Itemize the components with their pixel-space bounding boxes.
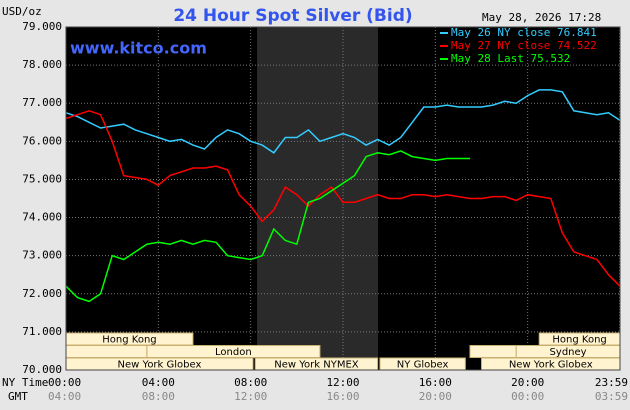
- y-tick-label: 74.000: [22, 211, 62, 224]
- watermark: www.kitco.com: [70, 39, 207, 58]
- y-tick-label: 70.000: [22, 363, 62, 376]
- x2-tick-label: 03:59: [595, 390, 628, 403]
- y-tick-label: 78.000: [22, 58, 62, 71]
- y-unit: USD/oz: [2, 5, 42, 18]
- session-label: NY Globex: [397, 360, 449, 371]
- x2-tick-label: 20:00: [419, 390, 452, 403]
- y-tick-label: 76.000: [22, 134, 62, 147]
- session-label: Hong Kong: [102, 335, 156, 346]
- session-shade: [257, 27, 378, 370]
- x2-tick-label: 16:00: [326, 390, 359, 403]
- x-tick-label: 04:00: [142, 376, 175, 389]
- series-line: [65, 89, 621, 154]
- session-label: New York Globex: [509, 360, 593, 371]
- x2-label: GMT: [8, 390, 28, 403]
- x2-tick-label: 00:00: [511, 390, 544, 403]
- legend-label: May 26 NY close 76.841: [451, 26, 597, 39]
- session-label: Sydney: [550, 347, 587, 358]
- series-line: [65, 110, 621, 287]
- x-tick-label: 12:00: [326, 376, 359, 389]
- x-tick-label: 00:00: [48, 376, 81, 389]
- session-label: New York Globex: [118, 360, 202, 371]
- timestamp: May 28, 2026 17:28: [482, 11, 601, 24]
- legend-label: May 28 Last 75.532: [451, 52, 570, 65]
- y-tick-label: 75.000: [22, 172, 62, 185]
- x-tick-label: 23:59: [595, 376, 628, 389]
- plot-frame: [65, 26, 621, 371]
- x-tick-label: 08:00: [234, 376, 267, 389]
- x-tick-label: 20:00: [511, 376, 544, 389]
- x2-tick-label: 04:00: [48, 390, 81, 403]
- y-tick-label: 77.000: [22, 96, 62, 109]
- chart-title: 24 Hour Spot Silver (Bid): [173, 6, 412, 26]
- x2-tick-label: 12:00: [234, 390, 267, 403]
- session-label: New York NYMEX: [274, 360, 359, 371]
- x-label: NY Time: [2, 376, 48, 389]
- session-bar: [65, 345, 148, 358]
- x2-tick-label: 08:00: [142, 390, 175, 403]
- session-label: Hong Kong: [552, 335, 606, 346]
- session-label: London: [215, 347, 252, 358]
- y-tick-label: 71.000: [22, 325, 62, 338]
- y-tick-label: 73.000: [22, 249, 62, 262]
- series-line: [65, 150, 470, 303]
- y-tick-label: 79.000: [22, 20, 62, 33]
- x-tick-label: 16:00: [419, 376, 452, 389]
- legend-label: May 27 NY close 74.522: [451, 39, 597, 52]
- y-tick-label: 72.000: [22, 287, 62, 300]
- session-bar: [469, 345, 517, 358]
